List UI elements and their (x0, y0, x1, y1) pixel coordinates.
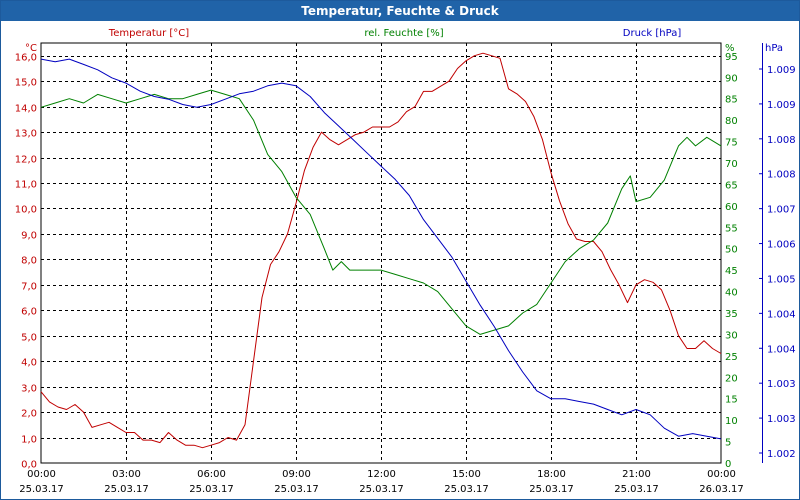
humidity-tick-label: 45 (725, 266, 738, 277)
humidity-tick-label: 75 (725, 138, 738, 149)
temperature-tick-label: 6,0 (21, 307, 37, 318)
pressure-unit: hPa (765, 43, 783, 54)
x-tick-time: 03:00 (112, 469, 141, 480)
temperature-tick-label: 15,0 (15, 78, 37, 89)
humidity-tick-label: 25 (725, 352, 738, 363)
x-tick-time: 15:00 (452, 469, 481, 480)
temperature-tick-label: 10,0 (15, 205, 37, 216)
x-tick-time: 12:00 (367, 469, 396, 480)
humidity-tick-label: 30 (725, 330, 738, 341)
pressure-tick-label: 1.009 (767, 100, 796, 111)
temperature-tick-label: 4,0 (21, 358, 37, 369)
series-pressure-line (40, 58, 722, 440)
pressure-axis-label: Druck [hPa] (623, 28, 682, 39)
temperature-tick-label: 12,0 (15, 155, 37, 166)
series-humidity-line (40, 89, 722, 335)
temperature-tick-label: 8,0 (21, 256, 37, 267)
x-tick-time: 00:00 (707, 469, 736, 480)
temperature-tick-label: 7,0 (21, 282, 37, 293)
x-tick-time: 06:00 (197, 469, 226, 480)
chart-canvas: 00:00 25.03.17 03:00 25.03.17 06:00 25.03.17 0… (15, 28, 796, 495)
x-tick-date: 25.03.17 (444, 484, 489, 495)
humidity-tick-label: 80 (725, 116, 738, 127)
humidity-axis-label: rel. Feuchte [%] (364, 28, 443, 39)
temperature-tick-label: 1,0 (21, 435, 37, 446)
pressure-tick-label: 1.003 (767, 379, 796, 390)
x-tick-date: 25.03.17 (274, 484, 319, 495)
humidity-tick-label: 5 (725, 438, 731, 449)
x-tick-date: 25.03.17 (529, 484, 574, 495)
pressure-tick-label: 1.006 (767, 240, 796, 251)
humidity-tick-label: 20 (725, 373, 738, 384)
humidity-unit: % (725, 43, 735, 54)
x-tick-date: 26.03.17 (699, 484, 744, 495)
grid (40, 42, 722, 464)
humidity-tick-label: 70 (725, 159, 738, 170)
x-tick-time: 21:00 (622, 469, 651, 480)
humidity-tick-label: 40 (725, 288, 738, 299)
pressure-tick-label: 1.008 (767, 135, 796, 146)
x-tick-date: 25.03.17 (104, 484, 149, 495)
pressure-tick-label: 1.008 (767, 170, 796, 181)
x-tick-date: 25.03.17 (359, 484, 404, 495)
temperature-tick-label: 3,0 (21, 384, 37, 395)
temperature-unit: °C (25, 43, 37, 54)
humidity-tick-label: 10 (725, 416, 738, 427)
temperature-tick-label: 11,0 (15, 180, 37, 191)
temperature-tick-label: 14,0 (15, 104, 37, 115)
humidity-tick-label: 50 (725, 245, 738, 256)
humidity-tick-label: 95 (725, 52, 738, 63)
x-tick-date: 25.03.17 (614, 484, 659, 495)
humidity-tick-label: 60 (725, 202, 738, 213)
chart-title: Temperatur, Feuchte & Druck (1, 1, 799, 21)
pressure-tick-label: 1.004 (767, 344, 796, 355)
axes-layer: 00:00 25.03.17 03:00 25.03.17 06:00 25.03.17 0… (15, 28, 796, 495)
temperature-tick-label: 9,0 (21, 231, 37, 242)
series-layer (40, 52, 722, 449)
temperature-tick-label: 2,0 (21, 409, 37, 420)
pressure-tick-label: 1.005 (767, 274, 796, 285)
pressure-tick-label: 1.009 (767, 65, 796, 76)
pressure-tick-label: 1.003 (767, 414, 796, 425)
humidity-tick-label: 35 (725, 309, 738, 320)
temperature-tick-label: 0,0 (21, 460, 37, 471)
x-tick-time: 09:00 (282, 469, 311, 480)
pressure-tick-label: 1.007 (767, 205, 796, 216)
humidity-tick-label: 15 (725, 395, 738, 406)
series-temperature-line (40, 52, 722, 449)
temperature-tick-label: 5,0 (21, 333, 37, 344)
pressure-tick-label: 1.002 (767, 449, 796, 460)
humidity-tick-label: 65 (725, 180, 738, 191)
humidity-tick-label: 90 (725, 73, 738, 84)
x-tick-time: 00:00 (27, 469, 56, 480)
temperature-axis-label: Temperatur [°C] (108, 28, 189, 39)
temperature-tick-label: 13,0 (15, 129, 37, 140)
x-tick-time: 18:00 (537, 469, 566, 480)
x-tick-date: 25.03.17 (19, 484, 64, 495)
pressure-tick-label: 1.004 (767, 309, 796, 320)
x-tick-date: 25.03.17 (189, 484, 234, 495)
humidity-tick-label: 55 (725, 223, 738, 234)
humidity-tick-label: 85 (725, 95, 738, 106)
temperature-tick-label: 16,0 (15, 53, 37, 64)
humidity-tick-label: 0 (725, 459, 731, 470)
